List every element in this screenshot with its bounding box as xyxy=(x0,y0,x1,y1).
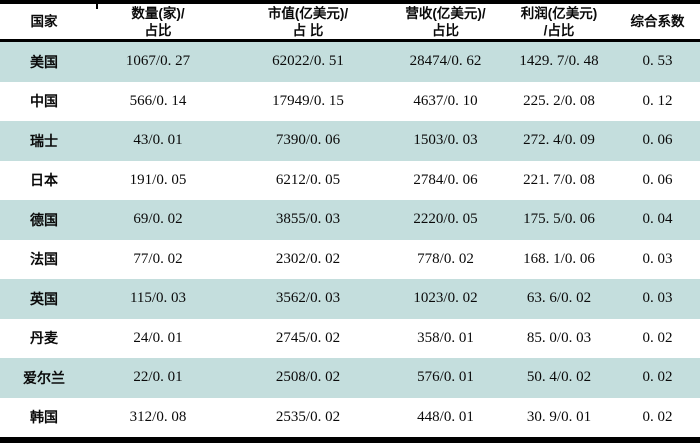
country-cell: 日本 xyxy=(30,172,58,189)
profit-ratio-cell: 63. 6/0. 02 xyxy=(526,290,592,307)
revenue-ratio-cell: 1023/0. 02 xyxy=(413,290,478,307)
count-ratio-cell: 69/0. 02 xyxy=(133,211,183,228)
country-cell: 美国 xyxy=(30,53,58,70)
marketcap-ratio-cell: 7390/0. 06 xyxy=(275,132,341,149)
table-row-france: 法国 77/0. 02 2302/0. 02 778/0. 02 168. 1/… xyxy=(0,240,700,280)
table-row-korea: 韩国 312/0. 08 2535/0. 02 448/0. 01 30. 9/… xyxy=(0,398,700,438)
count-ratio-cell: 312/0. 08 xyxy=(129,408,187,425)
revenue-ratio-cell: 28474/0. 62 xyxy=(409,53,482,70)
composite-cell: 0. 03 xyxy=(642,290,673,307)
profit-ratio-cell: 30. 9/0. 01 xyxy=(526,408,592,425)
header-count-line2: 占比 xyxy=(144,22,172,38)
header-revenue-ratio: 营收(亿美元)/ 占比 xyxy=(388,4,503,39)
marketcap-ratio-cell: 6212/0. 05 xyxy=(275,171,341,188)
marketcap-ratio-cell: 62022/0. 51 xyxy=(272,53,344,70)
count-ratio-cell: 77/0. 02 xyxy=(133,250,183,267)
marketcap-ratio-cell: 17949/0. 15 xyxy=(272,92,344,109)
table-row-china: 中国 566/0. 14 17949/0. 15 4637/0. 10 225.… xyxy=(0,82,700,122)
header-composite: 综合系数 xyxy=(615,4,700,39)
revenue-ratio-cell: 4637/0. 10 xyxy=(413,92,478,109)
count-ratio-cell: 43/0. 01 xyxy=(133,132,183,149)
count-ratio-cell: 115/0. 03 xyxy=(129,290,187,307)
revenue-ratio-cell: 358/0. 01 xyxy=(417,329,474,346)
marketcap-ratio-cell: 3562/0. 03 xyxy=(275,290,341,307)
composite-cell: 0. 02 xyxy=(642,369,673,386)
profit-ratio-cell: 225. 2/0. 08 xyxy=(523,92,595,109)
header-profit-ratio: 利润(亿美元) /占比 xyxy=(503,4,615,39)
composite-cell: 0. 04 xyxy=(642,211,673,228)
composite-cell: 0. 03 xyxy=(642,250,673,267)
revenue-ratio-cell: 2220/0. 05 xyxy=(413,211,478,228)
revenue-ratio-cell: 778/0. 02 xyxy=(417,250,474,267)
header-count-line1: 数量(家)/ xyxy=(131,5,185,21)
composite-cell: 0. 06 xyxy=(642,171,673,188)
header-marketcap-line1: 市值(亿美元)/ xyxy=(267,5,349,21)
marketcap-ratio-cell: 2535/0. 02 xyxy=(275,408,341,425)
profit-ratio-cell: 221. 7/0. 08 xyxy=(523,171,595,188)
header-revenue-line2: 占比 xyxy=(432,22,459,38)
count-ratio-cell: 191/0. 05 xyxy=(129,171,187,188)
composite-cell: 0. 02 xyxy=(642,408,673,425)
header-country: 国家 xyxy=(0,4,88,39)
profit-ratio-cell: 85. 0/0. 03 xyxy=(526,329,592,346)
country-cell: 中国 xyxy=(30,93,58,110)
count-ratio-cell: 22/0. 01 xyxy=(133,369,183,386)
header-profit-line2: /占比 xyxy=(543,22,575,38)
header-marketcap-ratio: 市值(亿美元)/ 占 比 xyxy=(228,4,388,39)
composite-cell: 0. 12 xyxy=(642,92,673,109)
country-cell: 爱尔兰 xyxy=(23,369,65,386)
country-cell: 英国 xyxy=(30,290,58,307)
table-row-switzerland: 瑞士 43/0. 01 7390/0. 06 1503/0. 03 272. 4… xyxy=(0,121,700,161)
profit-ratio-cell: 50. 4/0. 02 xyxy=(526,369,592,386)
header-composite-label: 综合系数 xyxy=(630,14,685,29)
header-country-label: 国家 xyxy=(30,14,58,29)
count-ratio-cell: 1067/0. 27 xyxy=(125,53,191,70)
top-border-tick xyxy=(96,4,98,9)
table-header-row: 国家 数量(家)/ 占比 市值(亿美元)/ 占 比 营收(亿美元)/ 占比 利润… xyxy=(0,4,700,42)
header-revenue-line1: 营收(亿美元)/ xyxy=(405,5,486,21)
marketcap-ratio-cell: 2508/0. 02 xyxy=(275,369,341,386)
profit-ratio-cell: 1429. 7/0. 48 xyxy=(519,53,599,70)
table-row-denmark: 丹麦 24/0. 01 2745/0. 02 358/0. 01 85. 0/0… xyxy=(0,319,700,359)
table-row-japan: 日本 191/0. 05 6212/0. 05 2784/0. 06 221. … xyxy=(0,161,700,201)
count-ratio-cell: 566/0. 14 xyxy=(129,92,187,109)
revenue-ratio-cell: 576/0. 01 xyxy=(417,369,474,386)
profit-ratio-cell: 168. 1/0. 06 xyxy=(523,250,595,267)
count-ratio-cell: 24/0. 01 xyxy=(133,329,183,346)
revenue-ratio-cell: 2784/0. 06 xyxy=(413,171,478,188)
revenue-ratio-cell: 1503/0. 03 xyxy=(413,132,478,149)
table-body: 美国 1067/0. 27 62022/0. 51 28474/0. 62 14… xyxy=(0,42,700,437)
country-cell: 法国 xyxy=(30,251,58,268)
header-count-ratio: 数量(家)/ 占比 xyxy=(88,4,228,39)
header-marketcap-line2: 占 比 xyxy=(292,22,324,38)
marketcap-ratio-cell: 3855/0. 03 xyxy=(275,211,341,228)
country-cell: 瑞士 xyxy=(30,132,58,149)
table-row-usa: 美国 1067/0. 27 62022/0. 51 28474/0. 62 14… xyxy=(0,42,700,82)
table-row-ireland: 爱尔兰 22/0. 01 2508/0. 02 576/0. 01 50. 4/… xyxy=(0,358,700,398)
composite-cell: 0. 02 xyxy=(642,329,673,346)
table-row-germany: 德国 69/0. 02 3855/0. 03 2220/0. 05 175. 5… xyxy=(0,200,700,240)
composite-cell: 0. 53 xyxy=(642,53,673,70)
marketcap-ratio-cell: 2745/0. 02 xyxy=(275,329,341,346)
marketcap-ratio-cell: 2302/0. 02 xyxy=(275,250,341,267)
country-cell: 丹麦 xyxy=(30,330,58,347)
table-row-uk: 英国 115/0. 03 3562/0. 03 1023/0. 02 63. 6… xyxy=(0,279,700,319)
header-profit-line1: 利润(亿美元) xyxy=(520,5,598,21)
revenue-ratio-cell: 448/0. 01 xyxy=(417,408,474,425)
composite-cell: 0. 06 xyxy=(642,132,673,149)
profit-ratio-cell: 272. 4/0. 09 xyxy=(523,132,595,149)
profit-ratio-cell: 175. 5/0. 06 xyxy=(523,211,595,228)
country-cell: 韩国 xyxy=(30,409,58,426)
country-cell: 德国 xyxy=(30,211,58,228)
